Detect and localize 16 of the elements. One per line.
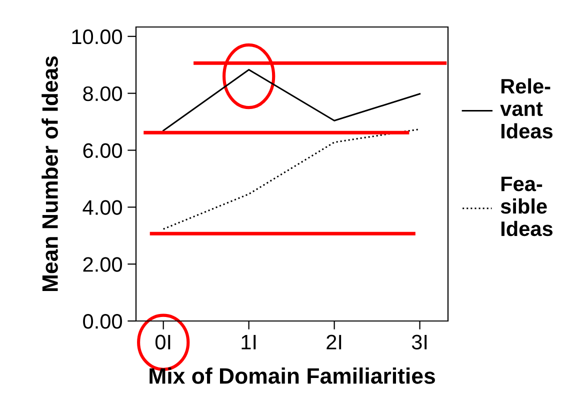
x-tick-label: 3I — [412, 334, 427, 350]
y-tick-label: 4.00 — [82, 200, 122, 215]
y-tick-label: 6.00 — [83, 143, 122, 158]
x-axis-title: Mix of Domain Familiarities — [150, 368, 435, 384]
legend-label: Rele- vant Ideas — [500, 78, 552, 139]
y-tick-label: 2.00 — [83, 257, 122, 272]
legend-label: Fea- sible Ideas — [500, 176, 552, 236]
y-axis-title: Mean Number of Ideas — [42, 56, 58, 292]
line-series — [162, 68, 421, 132]
y-tick-label: 0.00 — [83, 314, 122, 329]
y-tick-label: 8.00 — [83, 86, 122, 102]
line-series — [162, 128, 421, 230]
x-tick-label: 2I — [326, 334, 342, 350]
y-tick-label: 10.00 — [72, 29, 122, 44]
x-tick-label: 1I — [242, 334, 256, 350]
x-tick-label: 0I — [155, 334, 170, 350]
